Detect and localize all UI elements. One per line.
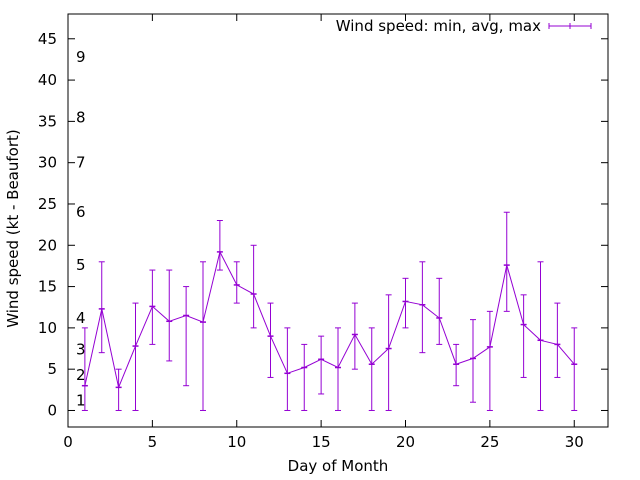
x-tick-label: 30 — [565, 433, 584, 451]
x-tick-label: 5 — [148, 433, 158, 451]
x-axis-label: Day of Month — [288, 457, 389, 475]
plot-border — [67, 13, 609, 428]
y-tick-label: 45 — [38, 30, 57, 48]
y-tick-label: 20 — [38, 236, 57, 254]
legend-sample-errorbar — [548, 23, 592, 29]
series-plot — [81, 211, 578, 411]
beaufort-scale-labels: 1 2 3 4 5 6 7 8 9 — [76, 48, 86, 410]
beaufort-label: 5 — [76, 256, 86, 274]
y-tick-label: 5 — [47, 360, 57, 378]
y-tick-label: 15 — [38, 278, 57, 296]
beaufort-label: 7 — [76, 154, 86, 172]
x-tick-label: 15 — [312, 433, 331, 451]
x-tick-label: 0 — [63, 433, 73, 451]
y-tick-label: 10 — [38, 319, 57, 337]
y-tick-label: 0 — [47, 401, 57, 419]
beaufort-label: 2 — [76, 366, 86, 384]
legend-label: Wind speed: min, avg, max — [336, 17, 541, 35]
y-tick-label: 35 — [38, 112, 57, 130]
x-tick-label: 20 — [396, 433, 415, 451]
y-axis-label: Wind speed (kt - Beaufort) — [4, 129, 22, 328]
x-tick-label: 25 — [480, 433, 499, 451]
legend: Wind speed: min, avg, max — [336, 17, 592, 35]
y-tick-label: 40 — [38, 71, 57, 89]
beaufort-label: 9 — [76, 48, 86, 66]
y-tick-label: 30 — [38, 154, 57, 172]
avg-series-line — [84, 250, 575, 390]
beaufort-label: 6 — [76, 203, 86, 221]
beaufort-label: 4 — [76, 309, 86, 327]
beaufort-label: 3 — [76, 340, 86, 358]
beaufort-label: 8 — [76, 108, 86, 126]
y-tick-label: 25 — [38, 195, 57, 213]
beaufort-label: 1 — [76, 392, 86, 410]
x-tick-label: 10 — [227, 433, 246, 451]
